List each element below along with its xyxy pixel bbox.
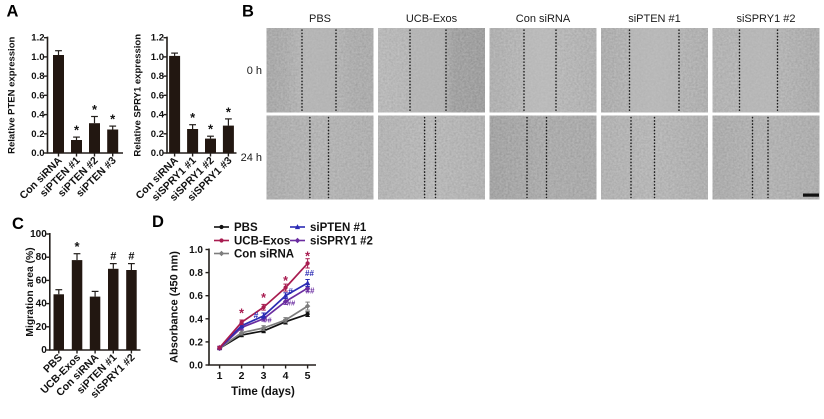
svg-text:A: A bbox=[7, 3, 19, 21]
svg-text:0.0: 0.0 bbox=[31, 148, 44, 159]
svg-text:Relative SPRY1 expression: Relative SPRY1 expression bbox=[133, 34, 144, 157]
svg-text:Absorbance (450 nm): Absorbance (450 nm) bbox=[169, 251, 181, 363]
svg-text:*: * bbox=[74, 239, 80, 254]
svg-text:0.2: 0.2 bbox=[31, 129, 44, 140]
svg-text:1: 1 bbox=[217, 370, 223, 382]
svg-text:24 h: 24 h bbox=[241, 152, 262, 164]
svg-text:1.2: 1.2 bbox=[31, 33, 44, 44]
svg-text:0.0: 0.0 bbox=[189, 361, 203, 372]
svg-text:*: * bbox=[208, 122, 214, 137]
svg-text:siSPRY1 #2: siSPRY1 #2 bbox=[310, 236, 373, 248]
svg-text:1.0: 1.0 bbox=[31, 52, 44, 63]
svg-text:0: 0 bbox=[41, 345, 47, 356]
svg-text:0.4: 0.4 bbox=[31, 110, 45, 121]
svg-text:##: ## bbox=[305, 269, 314, 278]
svg-text:UCB-Exos: UCB-Exos bbox=[406, 13, 458, 25]
svg-text:0.6: 0.6 bbox=[151, 90, 164, 101]
svg-text:*: * bbox=[92, 102, 98, 117]
svg-text:Time (days): Time (days) bbox=[231, 386, 295, 398]
svg-text:0.0: 0.0 bbox=[151, 148, 164, 159]
svg-text:*: * bbox=[226, 104, 232, 119]
svg-text:*: * bbox=[239, 307, 244, 321]
svg-text:1.0: 1.0 bbox=[151, 52, 164, 63]
svg-text:B: B bbox=[242, 3, 254, 21]
svg-text:4: 4 bbox=[283, 370, 289, 382]
svg-text:1.0: 1.0 bbox=[189, 245, 203, 256]
svg-text:2: 2 bbox=[239, 370, 245, 382]
svg-text:*: * bbox=[74, 123, 80, 138]
svg-text:#: # bbox=[128, 251, 134, 263]
svg-text:*: * bbox=[190, 110, 196, 125]
svg-text:#: # bbox=[254, 310, 259, 320]
svg-text:*: * bbox=[261, 291, 266, 305]
svg-text:*: * bbox=[283, 274, 288, 288]
svg-text:##: ## bbox=[263, 316, 272, 325]
svg-text:0.8: 0.8 bbox=[151, 71, 164, 82]
svg-text:0.4: 0.4 bbox=[189, 314, 203, 325]
svg-text:*: * bbox=[110, 112, 116, 127]
svg-text:0.2: 0.2 bbox=[151, 129, 164, 140]
svg-text:*: * bbox=[305, 249, 310, 263]
svg-text:Con siRNA: Con siRNA bbox=[516, 13, 571, 25]
svg-text:C: C bbox=[12, 215, 24, 233]
svg-text:#: # bbox=[288, 286, 293, 296]
svg-text:60: 60 bbox=[36, 275, 48, 286]
svg-text:100: 100 bbox=[30, 229, 47, 240]
svg-text:1.2: 1.2 bbox=[151, 33, 164, 44]
svg-text:40: 40 bbox=[36, 299, 48, 310]
svg-text:siPTEN #1: siPTEN #1 bbox=[628, 13, 681, 25]
svg-text:PBS: PBS bbox=[309, 13, 331, 25]
svg-text:80: 80 bbox=[36, 252, 48, 263]
svg-text:0.4: 0.4 bbox=[151, 110, 165, 121]
svg-text:0.6: 0.6 bbox=[189, 291, 203, 302]
svg-text:##: ## bbox=[287, 299, 296, 308]
svg-text:siPTEN #1: siPTEN #1 bbox=[310, 222, 367, 234]
svg-text:UCB-Exos: UCB-Exos bbox=[234, 236, 290, 248]
svg-text:D: D bbox=[152, 213, 164, 231]
svg-text:0.8: 0.8 bbox=[31, 71, 44, 82]
svg-text:Migration area (%): Migration area (%) bbox=[25, 247, 36, 336]
svg-text:20: 20 bbox=[36, 322, 48, 333]
svg-text:##: ## bbox=[306, 287, 315, 296]
svg-text:Con siRNA: Con siRNA bbox=[234, 249, 294, 261]
svg-text:0.6: 0.6 bbox=[31, 90, 44, 101]
svg-text:#: # bbox=[110, 251, 116, 263]
svg-text:0.2: 0.2 bbox=[189, 337, 203, 348]
svg-text:0 h: 0 h bbox=[247, 65, 262, 77]
svg-text:0.8: 0.8 bbox=[189, 268, 203, 279]
svg-text:siSPRY1 #2: siSPRY1 #2 bbox=[736, 13, 795, 25]
svg-text:Relative PTEN expression: Relative PTEN expression bbox=[7, 36, 18, 153]
svg-text:PBS: PBS bbox=[234, 222, 258, 234]
svg-text:5: 5 bbox=[305, 370, 311, 382]
svg-text:3: 3 bbox=[261, 370, 267, 382]
